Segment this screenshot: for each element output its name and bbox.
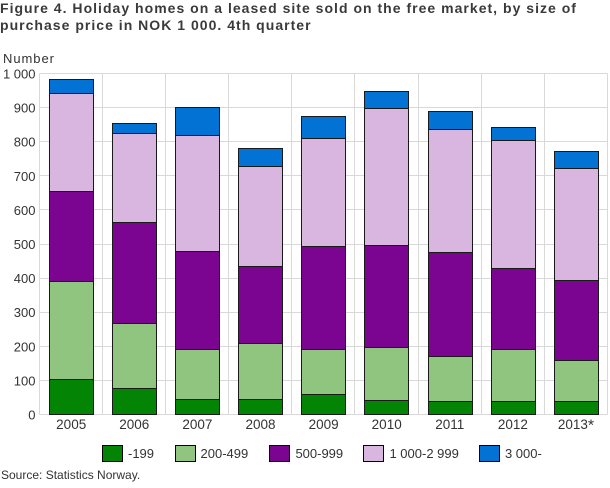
svg-text:100: 100: [14, 373, 36, 388]
svg-text:900: 900: [14, 101, 36, 116]
svg-text:2010: 2010: [372, 417, 402, 432]
svg-text:400: 400: [14, 271, 36, 286]
svg-text:2013*: 2013*: [558, 417, 594, 435]
svg-text:2009: 2009: [309, 417, 339, 432]
svg-text:2008: 2008: [245, 417, 275, 432]
svg-text:2007: 2007: [182, 417, 212, 432]
svg-text:200: 200: [14, 339, 36, 354]
svg-text:1 000: 1 000: [3, 67, 36, 82]
svg-text:2006: 2006: [119, 417, 149, 432]
svg-text:600: 600: [14, 203, 36, 218]
svg-text:0: 0: [28, 408, 35, 423]
svg-text:2005: 2005: [56, 417, 86, 432]
svg-text:700: 700: [14, 169, 36, 184]
svg-text:500: 500: [14, 237, 36, 252]
svg-text:2011: 2011: [435, 417, 464, 432]
svg-text:800: 800: [14, 135, 36, 150]
svg-text:300: 300: [14, 305, 36, 320]
svg-text:2012: 2012: [498, 417, 528, 432]
